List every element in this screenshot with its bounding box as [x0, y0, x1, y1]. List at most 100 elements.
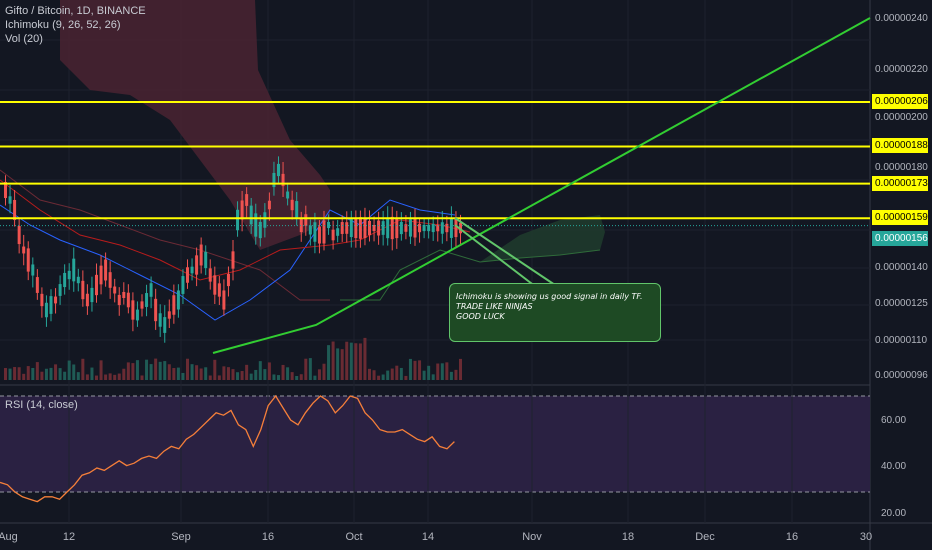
price-tick: 0.00000220: [875, 64, 928, 75]
candle-body: [399, 221, 403, 235]
volume-bar: [295, 375, 299, 380]
candle-body: [145, 293, 149, 307]
time-label: Oct: [345, 531, 363, 543]
volume-bar: [290, 372, 294, 380]
legend-volume[interactable]: Vol (20): [5, 33, 43, 45]
legend-symbol[interactable]: Gifto / Bitcoin, 1D, BINANCE: [5, 5, 146, 17]
volume-bar: [308, 358, 312, 380]
rsi-tick: 40.00: [881, 461, 907, 472]
volume-bar: [108, 373, 112, 380]
candle-body: [381, 221, 385, 235]
callout-note[interactable]: Ichimoku is showing us good signal in da…: [449, 283, 661, 342]
volume-bar: [85, 374, 89, 380]
volume-bar: [340, 349, 344, 380]
volume-bar: [263, 369, 267, 380]
volume-bar: [13, 367, 17, 380]
candle-body: [413, 218, 417, 238]
candle-body: [277, 163, 280, 177]
candle-body: [245, 194, 249, 206]
volume-bar: [140, 375, 144, 380]
candle-body: [167, 311, 171, 319]
ichimoku-cloud: [0, 0, 605, 321]
volume-bar: [449, 371, 453, 380]
candle-body: [427, 224, 431, 232]
current-price-label: 0.00000156: [872, 231, 928, 246]
candle-body: [236, 209, 240, 231]
volume-bar: [58, 368, 62, 380]
cloud-bullish: [480, 215, 605, 262]
candle-body: [17, 225, 21, 245]
level-lines[interactable]: [0, 101, 870, 227]
volume-bar: [254, 369, 258, 380]
candle-body: [304, 214, 308, 226]
legend-rsi[interactable]: RSI (14, close): [5, 399, 78, 411]
candle-body: [254, 213, 258, 237]
volume-bar: [195, 365, 199, 380]
candle-body: [336, 228, 340, 236]
volume-bar: [418, 360, 422, 380]
volume-bar: [126, 362, 130, 380]
base-line: [0, 179, 471, 281]
cloud-span: [0, 169, 330, 301]
candle-body: [140, 301, 144, 309]
candle-body: [249, 205, 253, 225]
price-tick: 0.00000125: [875, 298, 928, 309]
price-tick: 0.00000140: [875, 262, 928, 273]
volume-bar: [17, 367, 21, 380]
candle-body: [395, 217, 399, 239]
candle-body: [22, 246, 26, 254]
candle-body: [327, 221, 331, 229]
candle-body: [13, 199, 17, 221]
callout-pointer: [454, 224, 541, 291]
note-line: GOOD LUCK: [456, 312, 505, 321]
candle-body: [386, 217, 390, 239]
volume-bar: [113, 374, 117, 380]
volume-bar: [172, 368, 176, 380]
candle-body: [4, 181, 7, 199]
volume-bar: [345, 341, 349, 380]
volume-bar: [158, 361, 162, 380]
time-label: 30: [859, 531, 873, 543]
volume-bar: [267, 362, 271, 380]
candle-body: [345, 222, 349, 234]
volume-bar: [117, 373, 121, 380]
candle-body: [440, 222, 444, 234]
volume-bar: [167, 364, 171, 380]
volume-bar: [154, 358, 158, 380]
legend-ichimoku[interactable]: Ichimoku (9, 26, 52, 26): [5, 19, 121, 31]
volume-bar: [54, 364, 58, 380]
trend-lines[interactable]: [212, 17, 871, 354]
candle-body: [240, 200, 244, 220]
candle-body: [154, 298, 158, 322]
candle-body: [44, 302, 48, 318]
time-label: 12: [62, 531, 76, 543]
volume-bar: [226, 367, 230, 380]
candle-body: [108, 272, 112, 288]
volume-bar: [336, 348, 340, 380]
candle-body: [408, 219, 412, 237]
candle-body: [445, 223, 449, 233]
volume-bar: [72, 364, 76, 380]
price-tick: 0.00000180: [875, 162, 928, 173]
volume-bar: [358, 343, 362, 380]
volume-bar: [399, 367, 403, 380]
volume-bar: [95, 375, 98, 380]
candle-body: [267, 200, 271, 210]
candle-body: [418, 223, 422, 233]
volume-bar: [372, 370, 376, 380]
volume-bar: [49, 367, 53, 380]
candle-body: [186, 267, 189, 283]
candle-body: [449, 218, 453, 238]
volume-bar: [163, 361, 167, 380]
candle-body: [231, 251, 235, 269]
volume-bar: [436, 363, 440, 380]
candle-body: [76, 276, 80, 284]
volume-bar: [249, 373, 253, 380]
volume-bar: [145, 359, 149, 380]
candle-body: [40, 293, 44, 307]
volume-bar: [181, 372, 185, 380]
candle-body: [363, 217, 367, 239]
candle-body: [281, 173, 285, 187]
volume-bar: [454, 369, 458, 380]
